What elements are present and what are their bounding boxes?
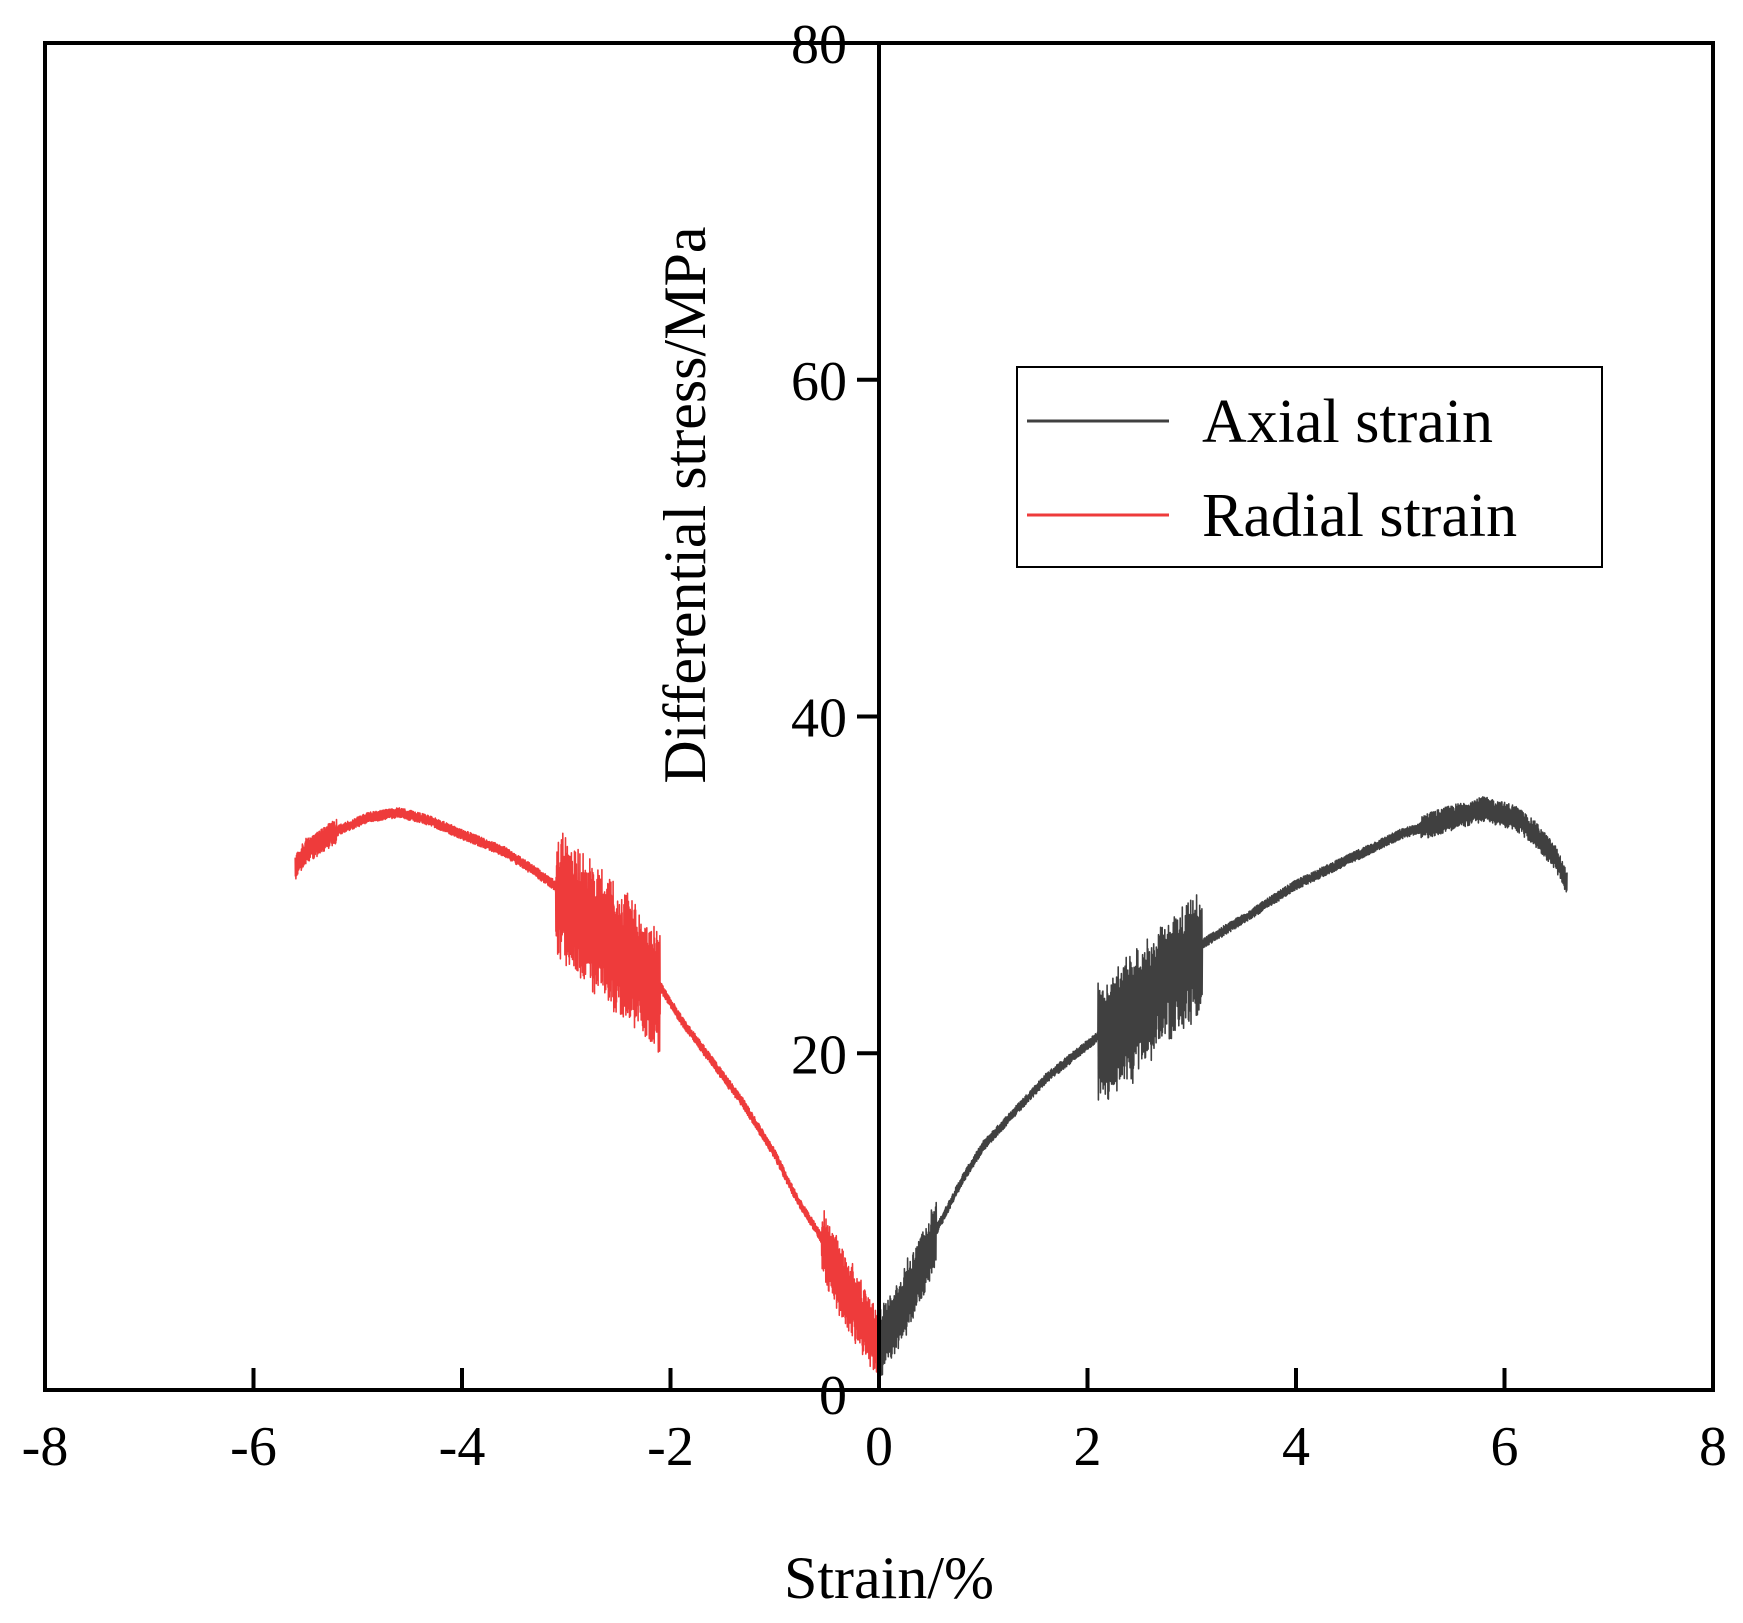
- y-tick-label: 0: [819, 1365, 847, 1427]
- x-tick-label: 6: [1491, 1416, 1519, 1478]
- legend-label-axial-strain: Axial strain: [1202, 388, 1493, 456]
- x-axis-title: Strain/%: [784, 1545, 994, 1611]
- x-tick-label: -4: [439, 1416, 486, 1478]
- y-tick-label: 80: [791, 14, 847, 76]
- legend-label-radial-strain: Radial strain: [1202, 482, 1517, 550]
- series-line-radial-strain: [294, 807, 880, 1376]
- y-tick-label: 60: [791, 351, 847, 413]
- y-axis-ticks: [857, 41, 879, 1392]
- legend-box: [1016, 366, 1603, 568]
- x-tick-label: 4: [1282, 1416, 1310, 1478]
- y-tick-label: 40: [791, 688, 847, 750]
- series-layer: [294, 796, 1568, 1376]
- y-axis-tick-labels: 0 20 40 60 80: [791, 14, 847, 1427]
- y-axis-title: Differential stress/MPa: [652, 226, 718, 783]
- x-tick-label: 8: [1699, 1416, 1727, 1478]
- x-tick-label: 0: [865, 1416, 893, 1478]
- x-tick-label: -8: [22, 1416, 69, 1478]
- x-tick-label: -2: [647, 1416, 694, 1478]
- series-line-axial-strain: [878, 796, 1568, 1376]
- legend: Axial strain Radial strain: [1016, 366, 1603, 568]
- x-tick-label: -6: [230, 1416, 277, 1478]
- x-axis-tick-labels: -8 -6 -4 -2 0 2 4 6 8: [22, 1416, 1727, 1478]
- y-tick-label: 20: [791, 1024, 847, 1086]
- x-tick-label: 2: [1074, 1416, 1102, 1478]
